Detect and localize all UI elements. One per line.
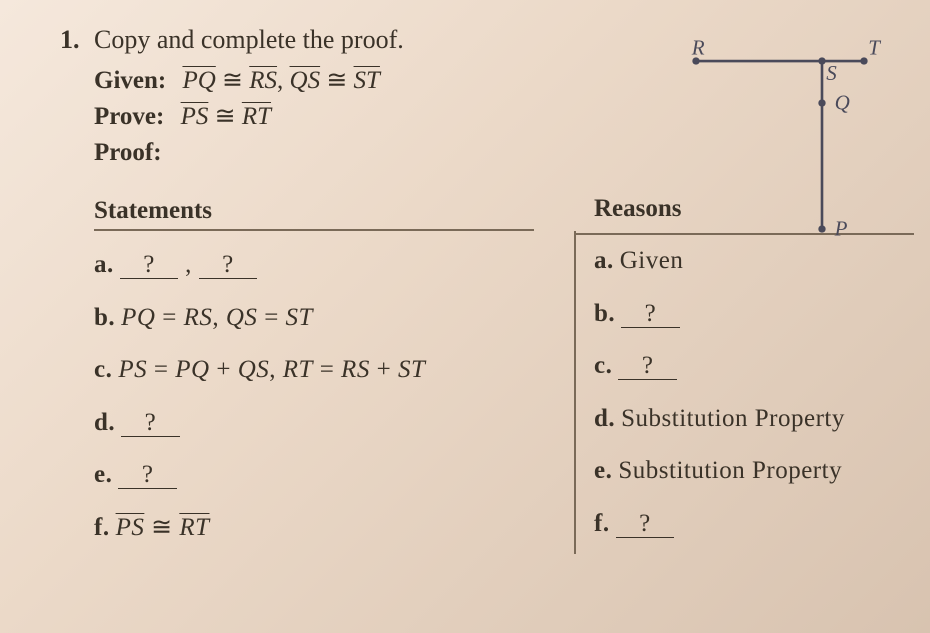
svg-text:Q: Q	[835, 90, 850, 114]
row-content: PS = PQ + QS, RT = RS + ST	[118, 356, 425, 383]
given-label: Given:	[94, 67, 166, 94]
prove-math: PS ≅ RT	[181, 103, 271, 130]
svg-text:P: P	[834, 216, 848, 240]
svg-text:R: R	[691, 40, 705, 60]
row-label: f.	[94, 514, 110, 541]
statement-c: c.PS = PQ + QS, RT = RS + ST	[94, 344, 574, 397]
reason-c: c. ?	[594, 340, 914, 393]
statement-a: a. ? , ?	[94, 239, 574, 292]
row-content: ?	[616, 510, 675, 538]
row-label: c.	[594, 352, 612, 379]
row-content: ?	[121, 409, 180, 437]
geometry-figure: R S T Q P	[670, 40, 890, 250]
row-label: c.	[94, 356, 112, 383]
statements-header: Statements	[94, 197, 534, 231]
row-content: ?	[621, 300, 680, 328]
row-content: PQ = RS, QS = ST	[121, 304, 313, 331]
row-label: e.	[94, 461, 112, 488]
row-label: d.	[94, 409, 115, 436]
svg-text:S: S	[826, 61, 837, 85]
reason-b: b. ?	[594, 288, 914, 341]
reason-d: d.Substitution Property	[594, 393, 914, 446]
figure-svg: R S T Q P	[670, 40, 890, 250]
statement-d: d. ?	[94, 397, 574, 450]
row-content: ?	[618, 352, 677, 380]
row-content: ?	[118, 461, 177, 489]
proof-table: a. ? , ? b.PQ = RS, QS = ST c.PS = PQ + …	[94, 231, 914, 554]
statements-column: a. ? , ? b.PQ = RS, QS = ST c.PS = PQ + …	[94, 231, 574, 554]
row-label: a.	[94, 251, 114, 278]
reasons-column: Reasons a.Given b. ? c. ? d.Substitution…	[574, 231, 914, 554]
row-label: b.	[94, 304, 115, 331]
statement-e: e. ?	[94, 449, 574, 502]
row-label: a.	[594, 247, 614, 274]
reason-e: e.Substitution Property	[594, 445, 914, 498]
statement-b: b.PQ = RS, QS = ST	[94, 292, 574, 345]
row-label: e.	[594, 457, 612, 484]
proof-label-text: Proof:	[94, 139, 162, 166]
row-content: PS ≅ RT	[116, 514, 210, 541]
reason-f: f. ?	[594, 498, 914, 551]
problem-number: 1.	[60, 25, 80, 54]
problem-instruction: Copy and complete the proof.	[94, 25, 404, 54]
row-content: Substitution Property	[618, 457, 842, 484]
given-math: PQ ≅ RS, QS ≅ ST	[182, 67, 379, 94]
prove-label: Prove:	[94, 103, 164, 130]
row-label: b.	[594, 300, 615, 327]
row-label: d.	[594, 405, 615, 432]
svg-text:T: T	[868, 40, 881, 60]
row-label: f.	[594, 510, 610, 537]
row-content: ? , ?	[120, 251, 257, 279]
row-content: Given	[620, 247, 684, 274]
statement-f: f.PS ≅ RT	[94, 502, 574, 555]
row-content: Substitution Property	[621, 405, 845, 432]
